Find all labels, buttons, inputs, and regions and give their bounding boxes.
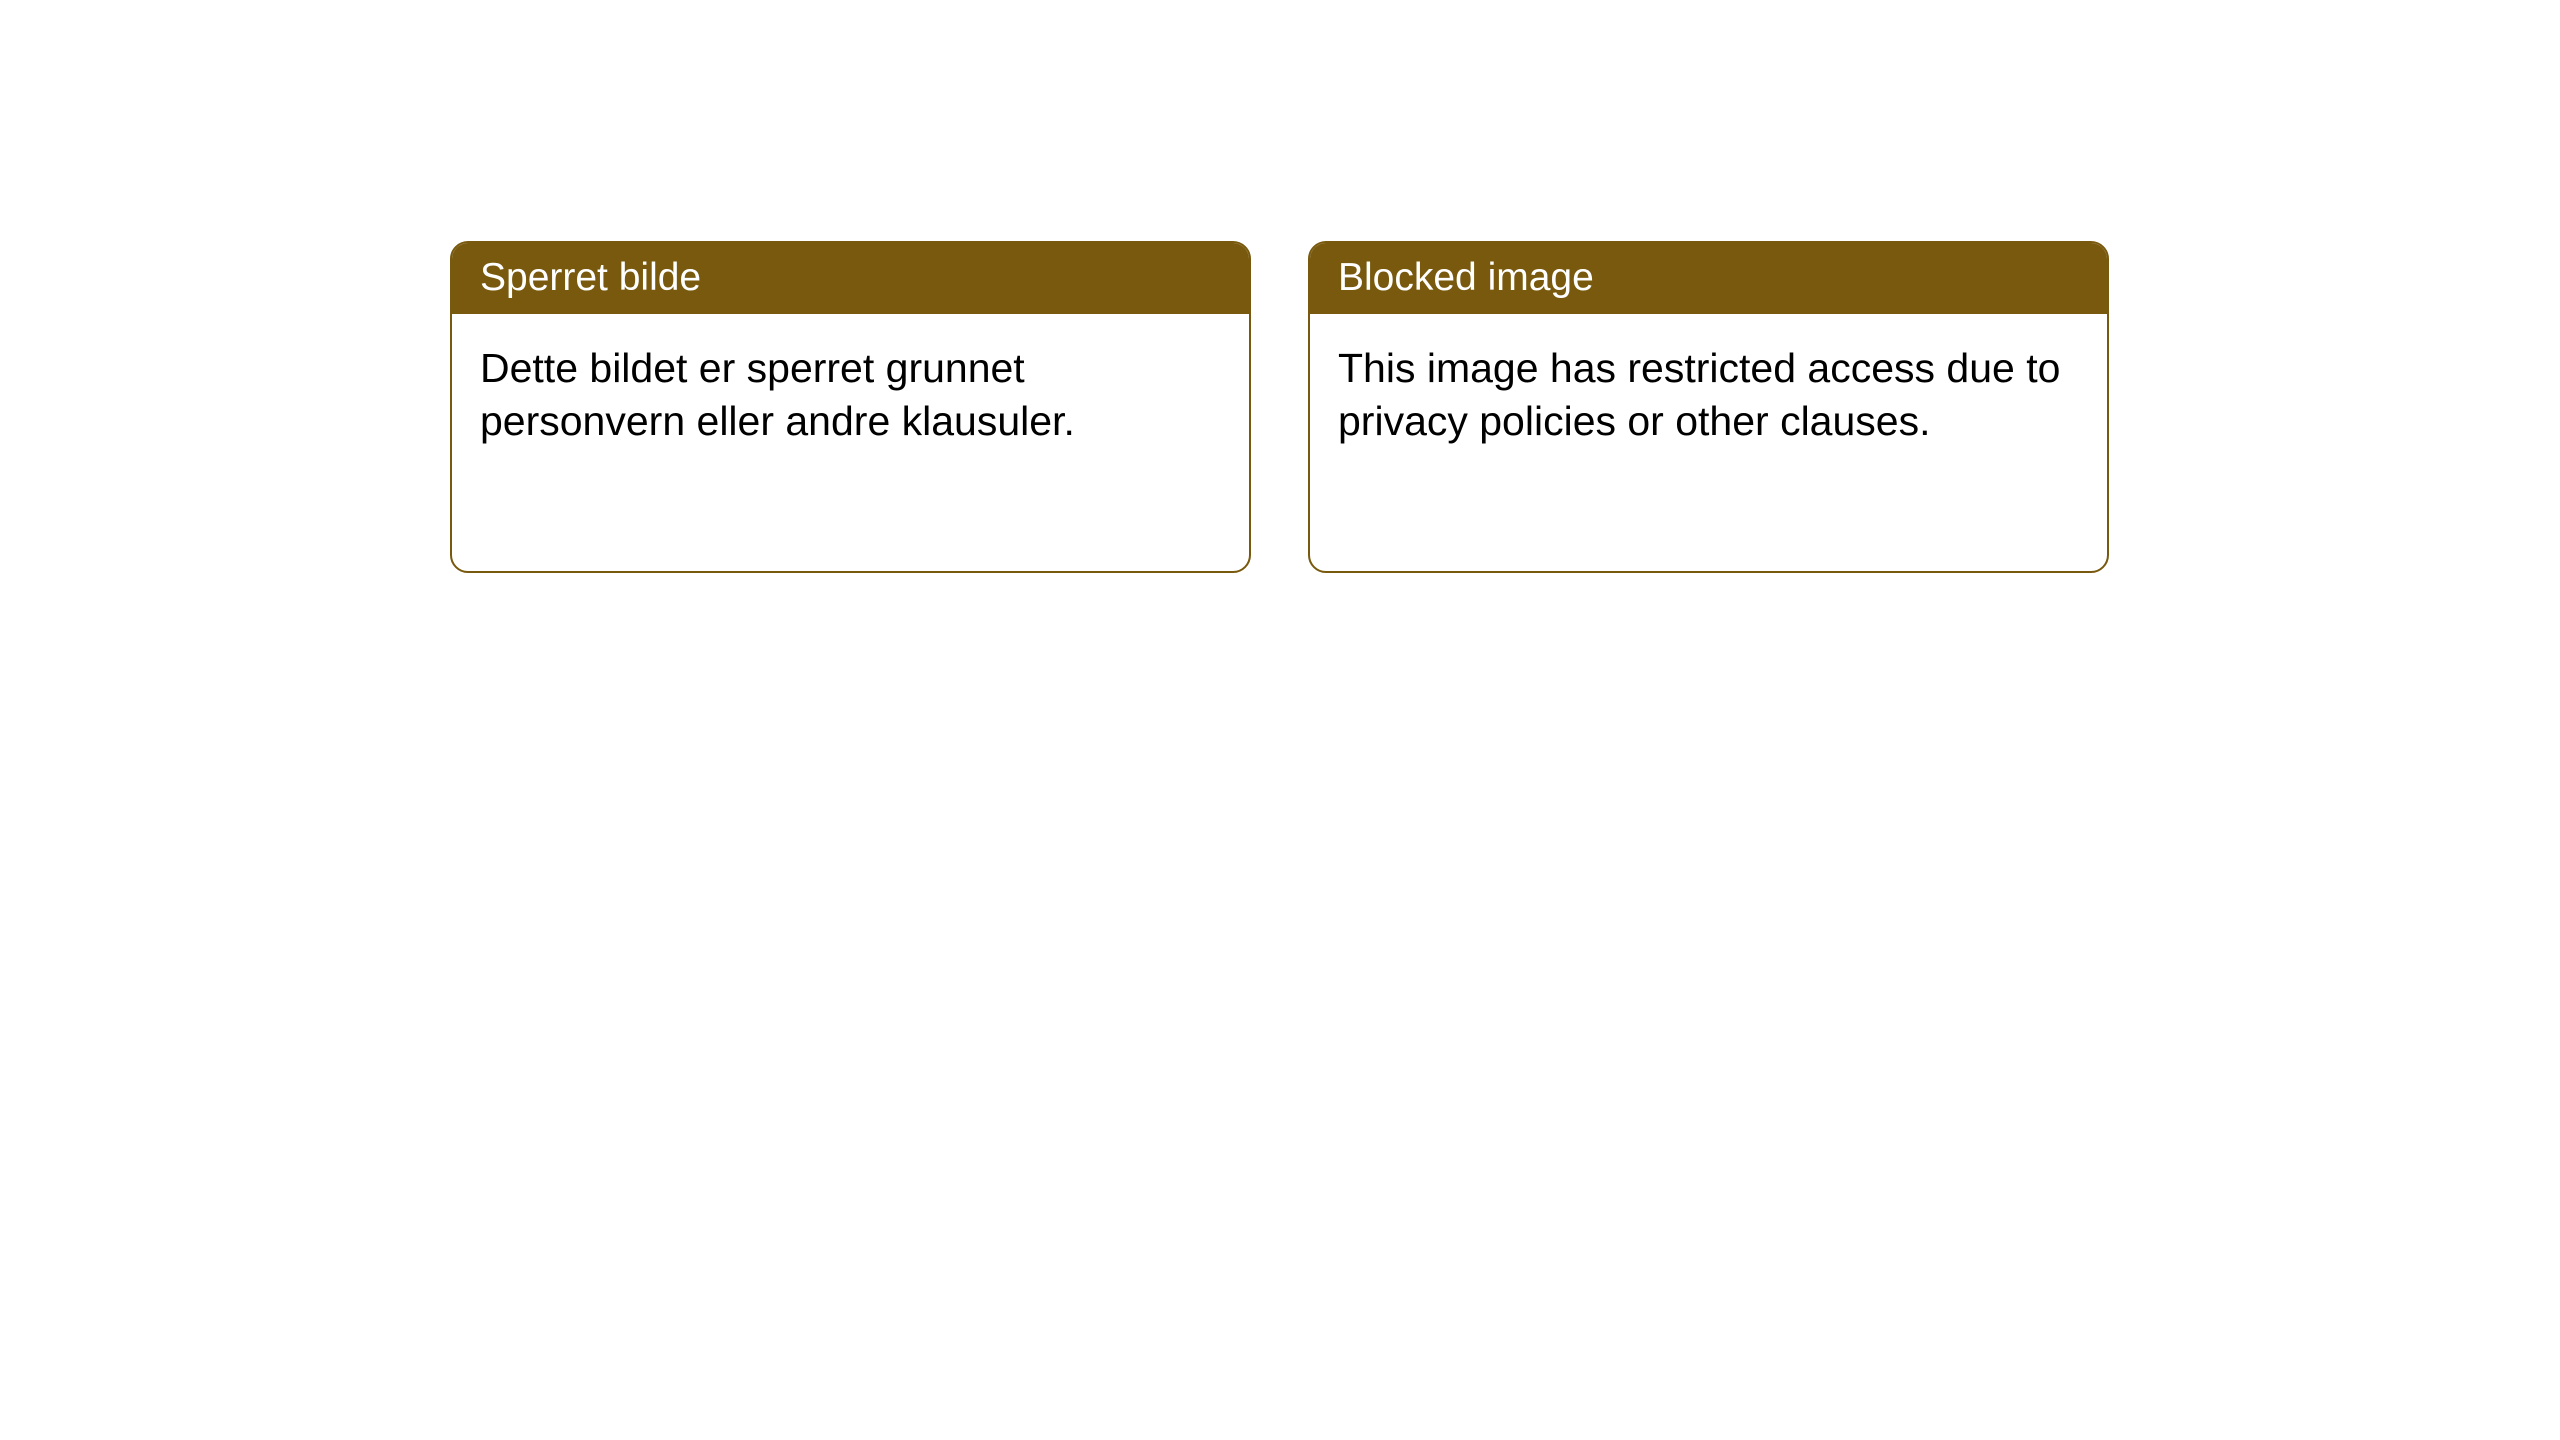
notice-body: Dette bildet er sperret grunnet personve… <box>452 314 1249 477</box>
notice-card-norwegian: Sperret bilde Dette bildet er sperret gr… <box>450 241 1251 573</box>
notice-title: Blocked image <box>1338 256 1594 299</box>
notice-card-english: Blocked image This image has restricted … <box>1308 241 2109 573</box>
notice-text: This image has restricted access due to … <box>1338 345 2060 444</box>
notice-header: Sperret bilde <box>452 243 1249 314</box>
notice-title: Sperret bilde <box>480 256 701 299</box>
notice-header: Blocked image <box>1310 243 2107 314</box>
blocked-image-notices: Sperret bilde Dette bildet er sperret gr… <box>450 241 2109 573</box>
notice-text: Dette bildet er sperret grunnet personve… <box>480 345 1075 444</box>
notice-body: This image has restricted access due to … <box>1310 314 2107 477</box>
